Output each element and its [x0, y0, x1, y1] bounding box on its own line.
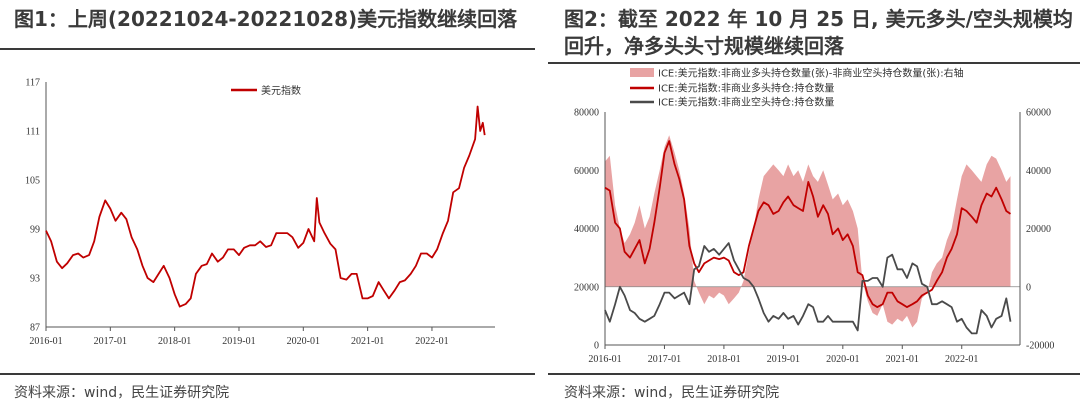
legend-label: ICE:美元指数:非商业多头持仓:持仓数量 — [658, 82, 834, 95]
y-right-tick-label: 20000 — [1026, 224, 1051, 235]
y-left-tick-label: 60000 — [574, 166, 599, 177]
y-right-tick-label: -20000 — [1026, 341, 1054, 352]
source-note: 资料来源：wind，民生证券研究院 — [564, 385, 780, 401]
x-tick-label: 2022-01 — [415, 336, 448, 347]
series-line-short — [604, 242, 1012, 335]
y-tick-label: 93 — [30, 274, 40, 285]
positions-chart: 0 20000 40000 60000 80000 -20000 0 20000 40000 60… — [574, 67, 1054, 366]
y-right-tick-label: 0 — [1026, 282, 1031, 293]
series-line-dollar-index — [45, 105, 486, 308]
y-left-tick-label: 20000 — [574, 282, 599, 293]
panel-dollar-index: 图1：上周(20221024-20221028)美元指数继续回落 87 93 99 1… — [0, 0, 535, 405]
panel-cftc-positions: 图2：截至 2022 年 10 月 25 日, 美元多头/空头规模均回升，净多头… — [548, 0, 1080, 405]
x-tick-label: 2021-01 — [886, 354, 919, 365]
x-tick-label: 2019-01 — [767, 354, 800, 365]
series-line-long — [604, 140, 1012, 309]
y-left-tick-label: 40000 — [574, 224, 599, 235]
x-tick-label: 2022-01 — [945, 354, 978, 365]
y-tick-label: 111 — [26, 127, 40, 138]
footer-divider — [0, 373, 535, 375]
dollar-index-chart: 87 93 99 105 111 117 2016-01 2017-01 2018-01 2019… — [25, 78, 495, 347]
footer-divider — [548, 373, 1080, 375]
y-right-tick-label: 40000 — [1026, 166, 1051, 177]
chart-title: 图1：上周(20221024-20221028)美元指数继续回落 — [14, 7, 518, 31]
title-divider — [0, 48, 535, 50]
title-divider — [548, 62, 1080, 64]
x-tick-label: 2020-01 — [287, 336, 320, 347]
chart-title: 图2：截至 2022 年 10 月 25 日, 美元多头/空头规模均回升，净多头… — [564, 7, 1073, 58]
y-left-tick-label: 0 — [594, 341, 599, 352]
x-tick-label: 2018-01 — [158, 336, 191, 347]
y-tick-label: 99 — [30, 225, 40, 236]
legend-label: ICE:美元指数:非商业空头持仓:持仓数量 — [658, 96, 834, 109]
y-right-tick-label: 60000 — [1026, 108, 1051, 119]
y-left-tick-label: 80000 — [574, 108, 599, 119]
legend-label: ICE:美元指数:非商业多头持仓数量(张)-非商业空头持仓数量(张):右轴 — [658, 67, 964, 80]
y-tick-label: 117 — [25, 78, 40, 89]
x-tick-label: 2017-01 — [94, 336, 127, 347]
x-tick-label: 2021-01 — [351, 336, 384, 347]
x-tick-label: 2017-01 — [648, 354, 681, 365]
x-tick-label: 2020-01 — [826, 354, 859, 365]
series-area-net-position — [605, 135, 1011, 328]
x-tick-label: 2019-01 — [222, 336, 255, 347]
y-tick-label: 87 — [30, 323, 40, 334]
x-tick-label: 2016-01 — [588, 354, 621, 365]
legend-label: 美元指数 — [261, 84, 301, 97]
x-tick-label: 2016-01 — [29, 336, 62, 347]
y-tick-label: 105 — [25, 176, 40, 187]
x-tick-label: 2018-01 — [707, 354, 740, 365]
source-note: 资料来源：wind，民生证券研究院 — [14, 385, 230, 401]
legend-swatch-area — [630, 68, 654, 77]
